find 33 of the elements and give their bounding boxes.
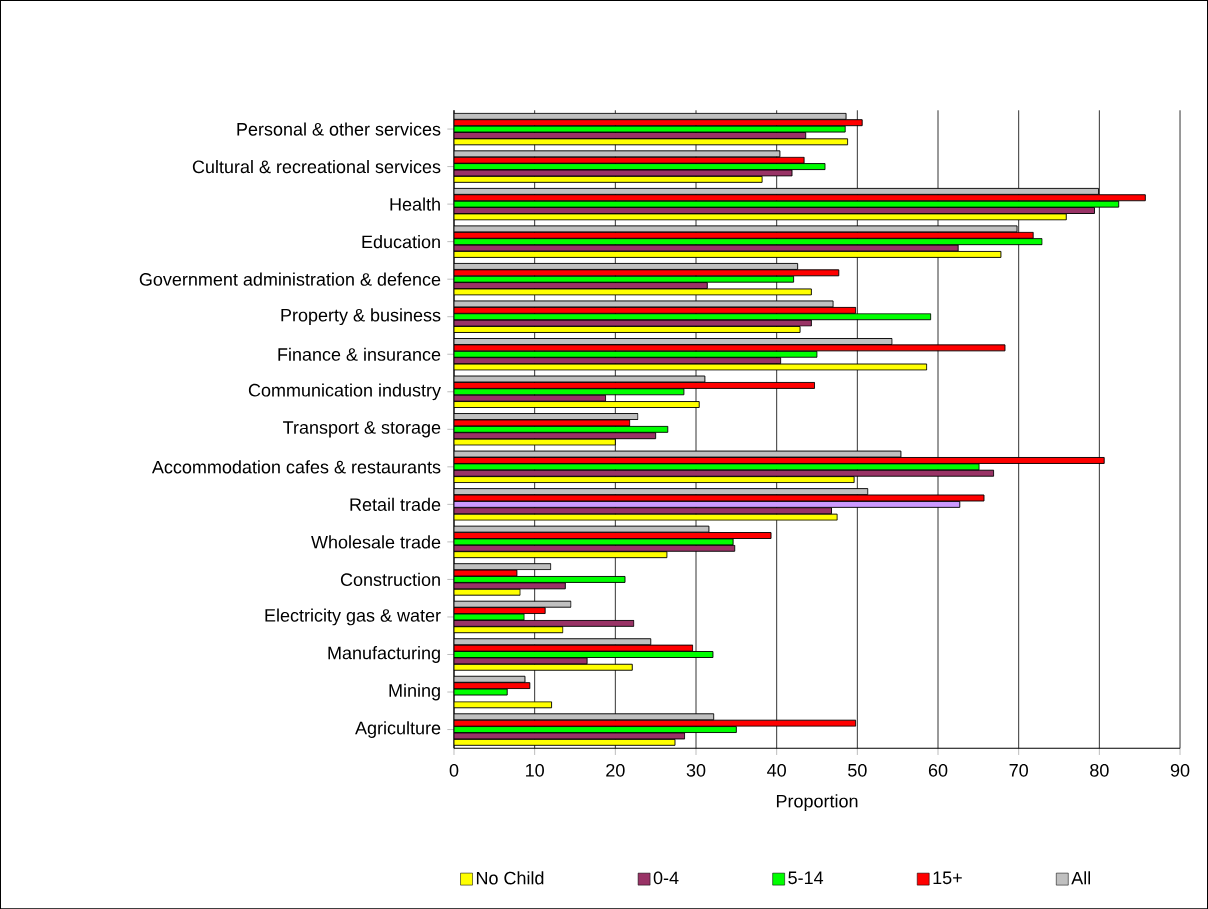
y-tick-label: Property & business — [281, 308, 441, 325]
y-tick-label: Retail trade — [350, 497, 441, 511]
y-tick-label: Finance & insurance — [278, 347, 441, 361]
y-tick-label: Construction — [340, 572, 440, 586]
y-tick-label: Personal & other services — [237, 122, 441, 136]
legend-label: 5-14 — [788, 871, 824, 884]
legend-label: No Child — [476, 871, 544, 885]
y-tick-label: Health — [390, 197, 440, 211]
y-tick-label: Manufacturing — [328, 645, 440, 663]
x-tick-label: 10 — [526, 763, 544, 777]
x-tick-label: 30 — [686, 763, 706, 777]
y-tick-label: Accommodation cafes & restaurants — [151, 460, 441, 474]
y-tick-label: Government administration & defence — [139, 272, 441, 286]
x-tick-label: 50 — [848, 763, 867, 777]
x-tick-label: 90 — [1170, 763, 1190, 777]
y-tick-label: Education — [362, 234, 440, 249]
legend-label: 15+ — [933, 871, 962, 884]
y-tick-label: Electricity gas & water — [265, 608, 441, 626]
y-tick-label: Transport & storage — [283, 421, 441, 438]
legend-label: 0-4 — [653, 871, 679, 885]
y-tick-label: Cultural & recreational services — [192, 159, 441, 174]
y-tick-label: Agriculture — [355, 721, 441, 738]
x-tick-label: 60 — [928, 763, 948, 777]
x-tick-label: 70 — [1009, 763, 1028, 777]
x-tick-label: 20 — [606, 763, 625, 777]
x-axis-title: Proportion — [776, 794, 858, 811]
legend-label: All — [1071, 871, 1091, 885]
x-tick-label: 0 — [449, 763, 459, 777]
x-tick-label: 80 — [1090, 763, 1109, 777]
y-tick-label: Mining — [389, 683, 440, 701]
y-tick-label: Wholesale trade — [311, 535, 441, 549]
y-tick-label: Communication industry — [248, 383, 441, 401]
x-tick-label: 40 — [767, 763, 786, 777]
